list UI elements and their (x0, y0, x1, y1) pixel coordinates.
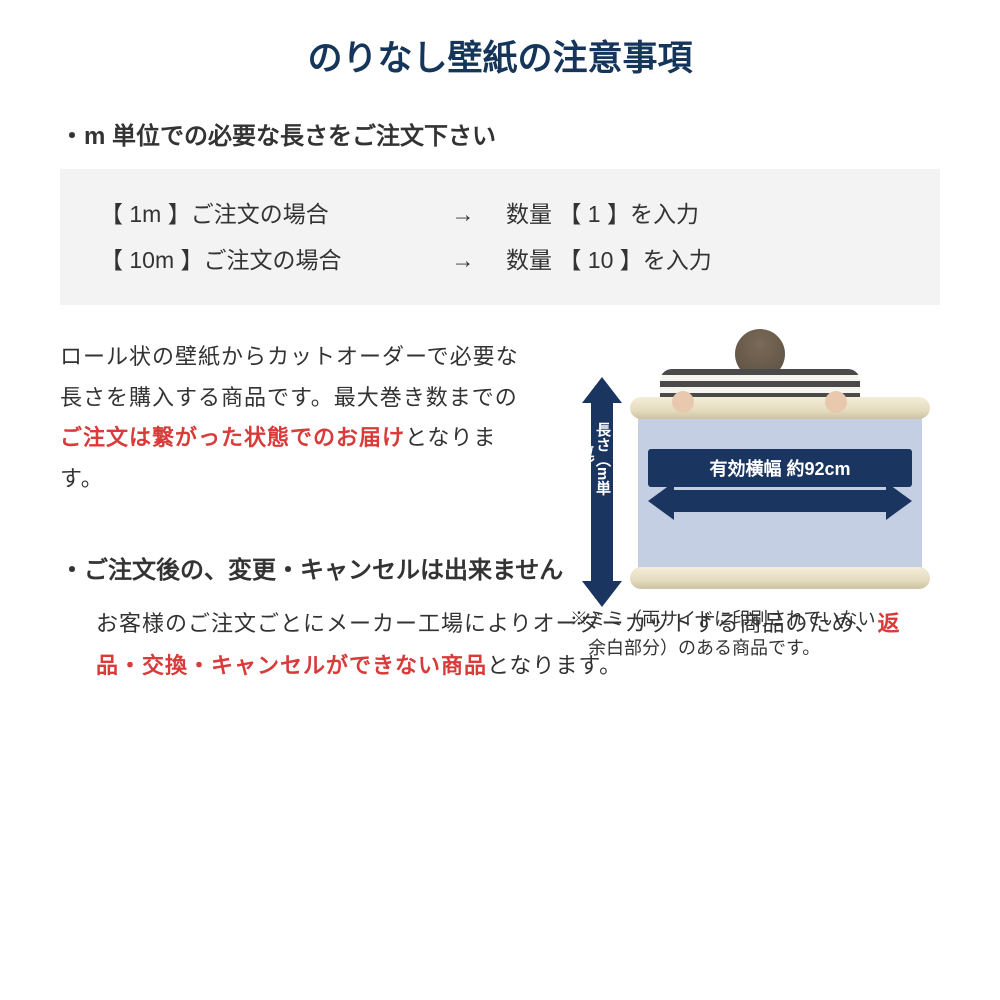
bullet-order-unit: ・m 単位での必要な長さをご注文下さい (60, 116, 940, 151)
ex2-result: 数量 【 10 】を入力 (506, 237, 900, 283)
desc-highlight: ご注文は繋がった状態でのお届け (60, 425, 405, 450)
width-arrow-icon (648, 482, 912, 520)
roll-bottom-icon (630, 567, 930, 589)
example-row-2: 【 10m 】ご注文の場合 → 数量 【 10 】を入力 (100, 237, 900, 283)
roll-description: ロール状の壁紙からカットオーダーで必要な長さを購入する商品です。最大巻き数までの… (60, 337, 520, 500)
desc-pre: ロール状の壁紙からカットオーダーで必要な長さを購入する商品です。最大巻き数までの (60, 344, 519, 410)
ex2-label: 【 10m 】ご注文の場合 (100, 237, 420, 283)
arrow-icon: → (438, 237, 488, 283)
length-label: 長さ（m単位） (588, 417, 610, 500)
ex1-label: 【 1m 】ご注文の場合 (100, 191, 420, 237)
note-line2: 余白部分）のある商品です。 (570, 638, 820, 658)
hand-icon (825, 391, 847, 413)
page-title: のりなし壁紙の注意事項 (60, 30, 940, 81)
example-row-1: 【 1m 】ご注文の場合 → 数量 【 1 】を入力 (100, 191, 900, 237)
note-line1: ※ミミ（両サイドに印刷されていない (570, 609, 875, 629)
mimi-note: ※ミミ（両サイドに印刷されていない 余白部分）のある商品です。 (570, 605, 970, 663)
arrow-icon: → (438, 191, 488, 237)
ex1-result: 数量 【 1 】を入力 (506, 191, 900, 237)
wallpaper-diagram: 長さ（m単位） 有効横幅 約92cm ※ミミ（両サイドに印刷されていない 余白部… (540, 337, 940, 500)
hand-icon (672, 391, 694, 413)
width-label: 有効横幅 約92cm (648, 449, 912, 487)
order-example-box: 【 1m 】ご注文の場合 → 数量 【 1 】を入力 【 10m 】ご注文の場合… (60, 169, 940, 305)
